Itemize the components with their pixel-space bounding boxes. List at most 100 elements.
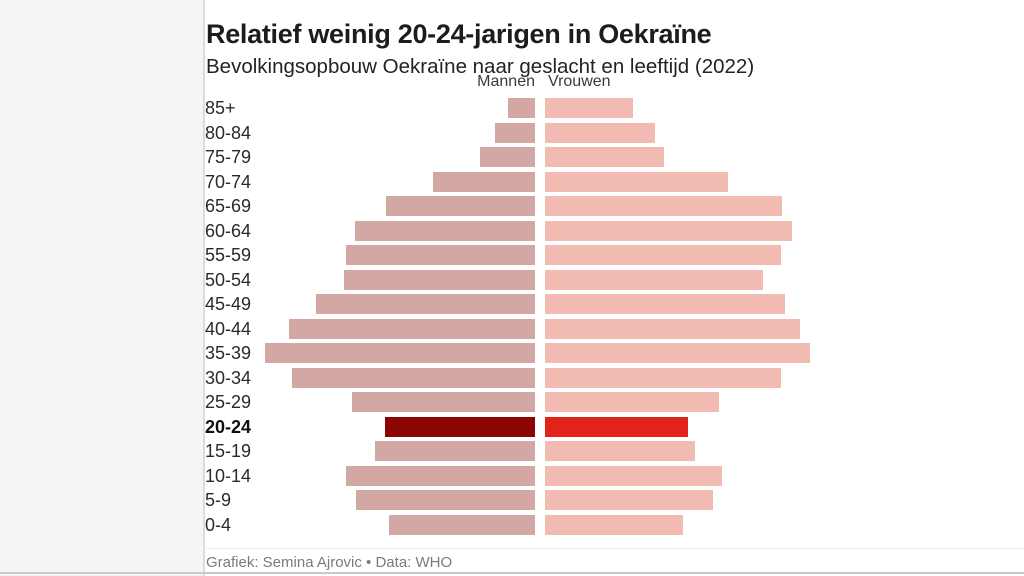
men-bar-zone xyxy=(265,318,535,339)
men-bar-zone xyxy=(265,367,535,388)
pyramid-row-45-49: 45-49 xyxy=(205,292,905,317)
women-bar-highlighted xyxy=(545,416,689,437)
men-bar-zone xyxy=(265,122,535,143)
pyramid-row-15-19: 15-19 xyxy=(205,439,905,464)
men-bar xyxy=(354,220,535,241)
age-group-label: 50-54 xyxy=(205,269,252,290)
men-bar-highlighted xyxy=(384,416,535,437)
women-bar-zone xyxy=(545,220,905,241)
women-bar-zone xyxy=(545,514,905,535)
women-bar-zone xyxy=(545,465,905,486)
age-group-label: 35-39 xyxy=(205,343,252,364)
age-group-label: 30-34 xyxy=(205,367,252,388)
chart-title: Relatief weinig 20-24-jarigen in Oekraïn… xyxy=(206,19,712,50)
pyramid-row-85-: 85+ xyxy=(205,96,905,121)
women-bar xyxy=(545,220,793,241)
men-bar-zone xyxy=(265,171,535,192)
men-bar xyxy=(479,147,535,168)
age-group-label: 5-9 xyxy=(205,490,232,511)
age-group-label: 10-14 xyxy=(205,465,252,486)
population-pyramid: 85+ 80-84 75-79 70-74 65-69 60-64 55-59 50-54 45… xyxy=(205,96,905,537)
spine-spacer xyxy=(535,73,545,91)
pyramid-row-5-9: 5-9 xyxy=(205,488,905,513)
women-bar xyxy=(545,514,683,535)
column-headers: Mannen Vrouwen xyxy=(205,73,825,91)
women-bar-zone xyxy=(545,392,905,413)
women-bar xyxy=(545,196,783,217)
pyramid-row-10-14: 10-14 xyxy=(205,464,905,489)
age-group-label: 0-4 xyxy=(205,514,232,535)
pyramid-row-0-4: 0-4 xyxy=(205,513,905,538)
pyramid-row-55-59: 55-59 xyxy=(205,243,905,268)
women-bar-zone xyxy=(545,318,905,339)
pyramid-row-70-74: 70-74 xyxy=(205,170,905,195)
women-bar-zone xyxy=(545,343,905,364)
pyramid-row-40-44: 40-44 xyxy=(205,317,905,342)
women-bar-zone xyxy=(545,171,905,192)
men-bar xyxy=(292,367,535,388)
women-bar xyxy=(545,147,665,168)
men-column-header: Mannen xyxy=(477,73,535,90)
women-bar-zone xyxy=(545,98,905,119)
men-bar-zone xyxy=(265,245,535,266)
pyramid-row-75-79: 75-79 xyxy=(205,145,905,170)
men-bar xyxy=(344,269,535,290)
men-bar xyxy=(432,171,535,192)
women-bar-zone xyxy=(545,147,905,168)
women-bar-zone xyxy=(545,367,905,388)
age-group-label: 65-69 xyxy=(205,196,252,217)
men-bar-zone xyxy=(265,269,535,290)
women-bar-zone xyxy=(545,490,905,511)
men-bar xyxy=(388,514,535,535)
women-bar xyxy=(545,343,810,364)
men-bar xyxy=(265,343,535,364)
age-group-label: 40-44 xyxy=(205,318,252,339)
men-bar xyxy=(374,441,535,462)
men-bar-zone xyxy=(265,441,535,462)
women-bar xyxy=(545,490,713,511)
women-bar-zone xyxy=(545,196,905,217)
women-bar xyxy=(545,441,696,462)
men-bar xyxy=(356,490,535,511)
age-group-label: 80-84 xyxy=(205,122,252,143)
page-bottom-rule xyxy=(0,572,1024,574)
age-group-label: 20-24 xyxy=(205,416,252,437)
men-bar xyxy=(385,196,535,217)
age-group-label: 25-29 xyxy=(205,392,252,413)
pyramid-row-20-24: 20-24 xyxy=(205,415,905,440)
women-bar xyxy=(545,465,723,486)
pyramid-row-30-34: 30-34 xyxy=(205,366,905,391)
vertical-divider-line xyxy=(203,0,205,576)
men-bar-zone xyxy=(265,465,535,486)
men-bar-zone xyxy=(265,392,535,413)
women-bar xyxy=(545,269,763,290)
women-bar xyxy=(545,318,800,339)
women-bar-zone xyxy=(545,441,905,462)
age-group-label: 55-59 xyxy=(205,245,252,266)
pyramid-row-50-54: 50-54 xyxy=(205,268,905,293)
women-bar xyxy=(545,392,719,413)
age-group-label: 60-64 xyxy=(205,220,252,241)
men-bar xyxy=(495,122,535,143)
chart-subtitle: Bevolkingsopbouw Oekraïne naar geslacht … xyxy=(206,55,755,78)
men-bar xyxy=(289,318,535,339)
women-bar-zone xyxy=(545,294,905,315)
age-label-spacer xyxy=(205,73,265,91)
men-bar-zone xyxy=(265,294,535,315)
men-bar-zone xyxy=(265,343,535,364)
age-group-label: 15-19 xyxy=(205,441,252,462)
women-bar xyxy=(545,122,655,143)
men-bar-zone xyxy=(265,514,535,535)
left-margin-strip xyxy=(0,0,203,576)
age-group-label: 70-74 xyxy=(205,171,252,192)
men-bar-zone xyxy=(265,147,535,168)
pyramid-row-65-69: 65-69 xyxy=(205,194,905,219)
women-bar-zone xyxy=(545,122,905,143)
footer-top-rule xyxy=(204,548,1024,549)
men-bar xyxy=(508,98,535,119)
men-bar xyxy=(351,392,535,413)
chart-credit: Grafiek: Semina Ajrovic • Data: WHO xyxy=(206,554,453,571)
age-group-label: 45-49 xyxy=(205,294,252,315)
men-bar-zone xyxy=(265,490,535,511)
men-bar xyxy=(346,245,535,266)
